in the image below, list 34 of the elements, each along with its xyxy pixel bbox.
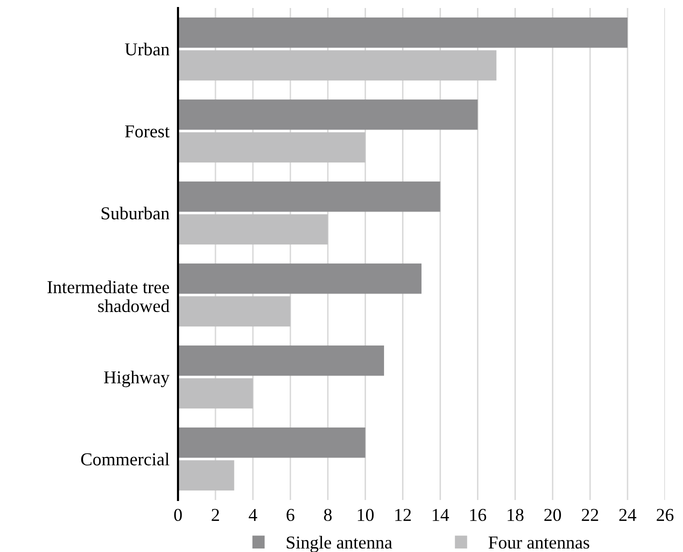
bar [178,296,290,326]
bar [178,182,440,212]
bar [178,378,253,408]
legend-label: Single antenna [286,536,392,552]
x-tick-label: 14 [432,508,449,521]
bar [178,100,478,130]
x-tick-label: 26 [656,508,674,522]
bar [178,428,366,458]
bar [178,50,496,80]
x-tick-label: 12 [395,508,411,521]
x-tick-label: 24 [619,508,636,521]
y-tick-label: Commercial [81,452,170,466]
y-tick-label: Intermediate tree shadowed [48,280,170,312]
legend-label: Four antennas [488,536,590,549]
bar [178,214,328,244]
bar [178,18,628,48]
x-tick-label: 2 [212,508,219,521]
x-tick-label: 8 [324,508,332,522]
x-tick-label: 22 [582,508,598,521]
x-tick-label: 16 [470,508,486,522]
x-tick-label: 0 [174,508,182,522]
bar [178,346,384,376]
y-tick-label: Forest [125,125,170,138]
bar [178,132,366,162]
y-tick-label: Urban [124,42,170,56]
x-tick-label: 20 [544,508,561,522]
x-tick-label: 6 [286,508,294,522]
x-tick-label: 18 [508,508,524,522]
x-tick-label: 10 [358,508,374,522]
y-tick-label: Highway [104,370,170,388]
bar [178,264,422,294]
bar [178,460,234,490]
y-tick-label: Suburban [102,206,170,220]
x-tick-label: 4 [248,508,258,521]
